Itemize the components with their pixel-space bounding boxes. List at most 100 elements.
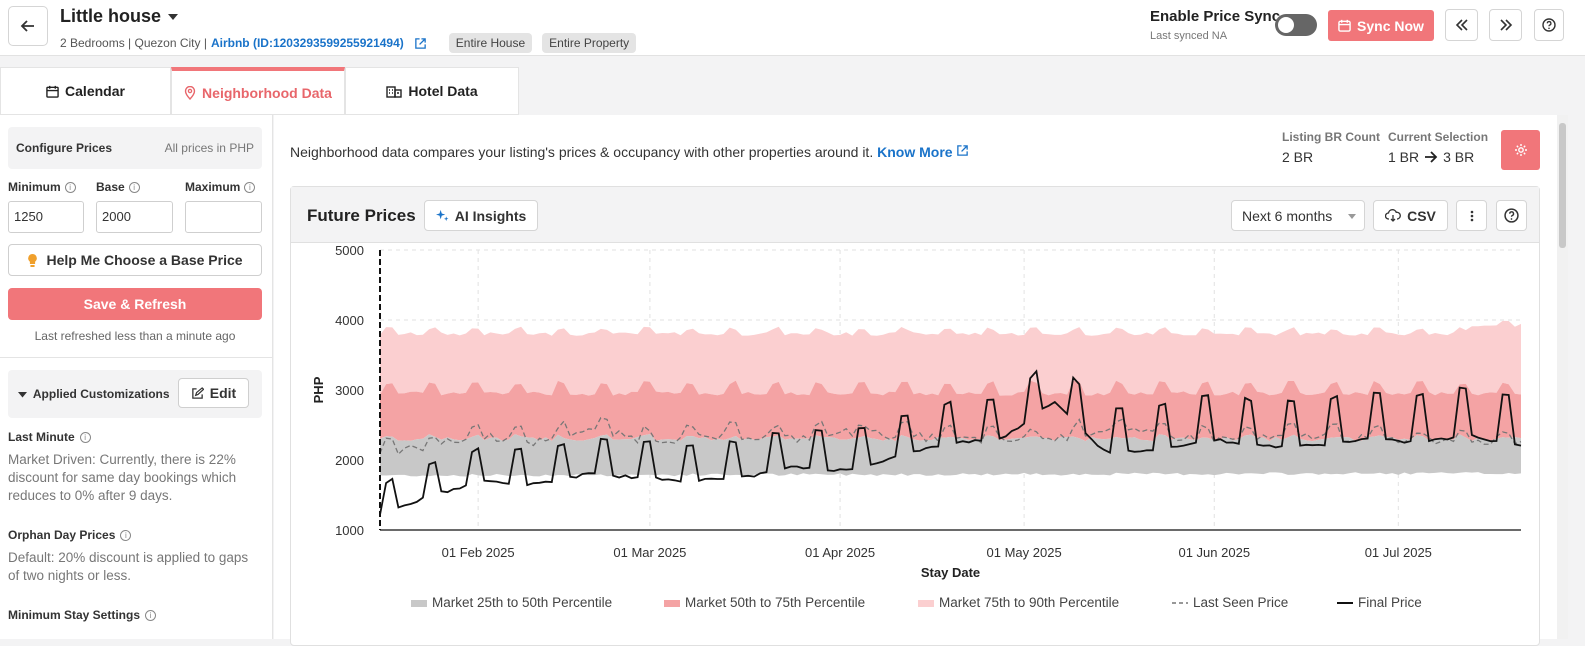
x-tick-label: 01 May 2025 [987,545,1062,560]
csv-download-button[interactable]: CSV [1373,200,1448,231]
tag-entire-house: Entire House [448,33,533,53]
save-refresh-button[interactable]: Save & Refresh [8,288,262,320]
date-range-select[interactable]: Next 6 months [1231,200,1365,231]
lightbulb-icon [28,253,38,267]
future-prices-panel: Future Prices AI Insights Next 6 months … [290,186,1540,646]
tab-hotel-data[interactable]: Hotel Data [345,67,519,115]
ai-insights-button[interactable]: AI Insights [424,200,538,231]
map-pin-icon [184,85,196,100]
help-choose-base-price-button[interactable]: Help Me Choose a Base Price [8,244,262,276]
chevrons-right-icon [1499,19,1512,31]
neighborhood-description: Neighborhood data compares your listing'… [290,144,969,160]
settings-button[interactable] [1501,130,1540,170]
sync-now-label: Sync Now [1357,17,1424,34]
property-selector[interactable]: Little house [60,6,179,27]
info-icon[interactable]: i [64,181,76,193]
tab-calendar[interactable]: Calendar [0,67,171,115]
base-label: Base i [96,180,140,194]
info-icon[interactable]: i [145,609,157,621]
maximum-label-text: Maximum [185,180,241,194]
applied-customizations-toggle[interactable]: Applied Customizations [18,387,170,401]
gear-icon [1514,144,1527,156]
back-button[interactable] [8,6,48,46]
orphan-day-text: Default: 20% discount is applied to gaps… [8,550,249,583]
tag-entire-property: Entire Property [542,33,637,53]
scrollbar-thumb[interactable] [1559,123,1566,248]
final-price-line [379,369,1522,515]
info-icon[interactable]: i [120,529,132,541]
x-tick-label: 01 Mar 2025 [613,545,686,560]
y-tick-label: 5000 [335,244,364,258]
sparkles-icon [435,209,449,222]
chart-help-button[interactable] [1496,200,1527,231]
info-icon[interactable]: i [244,181,256,193]
price-sync-label: Enable Price Sync [1150,8,1281,25]
panel-header: Future Prices AI Insights Next 6 months … [291,187,1539,243]
applied-customizations-title: Applied Customizations [32,387,170,401]
y-tick-label: 3000 [335,383,364,398]
base-label-text: Base [96,180,125,194]
edit-customizations-button[interactable]: Edit [178,378,249,408]
csv-label: CSV [1407,207,1436,224]
help-button[interactable] [1534,9,1564,41]
sync-now-button[interactable]: Sync Now [1328,10,1434,41]
x-axis-label: Stay Date [921,565,980,580]
more-vertical-icon [1470,210,1473,221]
minimum-price-input[interactable]: 1250 [8,201,84,233]
external-link-icon[interactable] [414,37,427,50]
base-price-input[interactable]: 2000 [96,201,173,233]
legend-50-75-swatch [664,600,680,607]
listing-br-value: 2 BR [1282,149,1314,165]
x-tick-label: 01 Apr 2025 [805,545,875,560]
chart-bands [380,320,1521,477]
legend-25-50-label: Market 25th to 50th Percentile [432,595,612,610]
last-synced-text: Last synced NA [1150,30,1228,42]
main-scrollbar[interactable] [1557,115,1568,639]
caret-down-icon [18,392,27,398]
next-property-button[interactable] [1489,9,1522,41]
listing-link[interactable]: Airbnb (ID:1203293599255921494) [210,36,404,50]
x-tick-label: 01 Jul 2025 [1365,545,1432,560]
maximum-label: Maximum i [185,180,256,194]
x-tick-label: 01 Jun 2025 [1178,545,1250,560]
band-75-90 [380,320,1521,396]
edit-label: Edit [209,385,237,401]
chevrons-left-icon [1455,19,1468,31]
minimum-label: Minimum i [8,180,76,194]
applied-customizations-header: Applied Customizations Edit [8,370,262,418]
property-title: Little house [60,6,162,26]
info-icon[interactable]: i [128,181,140,193]
orphan-day-title: Orphan Day Prices i [8,528,132,542]
chart-lines [379,369,1522,515]
external-link-icon[interactable] [956,144,969,157]
current-selection-label: Current Selection [1388,130,1489,144]
currency-note: All prices in PHP [164,141,254,155]
tab-neighborhood-label: Neighborhood Data [202,84,332,101]
caret-down-icon [168,13,179,20]
tab-neighborhood-data[interactable]: Neighborhood Data [171,67,345,115]
description-text: Neighborhood data compares your listing'… [290,144,874,160]
previous-property-button[interactable] [1445,9,1478,41]
more-options-button[interactable] [1456,200,1487,231]
y-tick-label: 4000 [335,313,364,328]
calendar-sync-icon [1338,19,1351,32]
tab-calendar-label: Calendar [65,83,125,99]
question-circle-icon [1542,18,1556,32]
property-details: 2 Bedrooms | Quezon City | Airbnb (ID:12… [60,33,637,53]
legend-last-seen-label: Last Seen Price [1193,595,1288,610]
min-stay-title-text: Minimum Stay Settings [8,608,141,622]
last-minute-text: Market Driven: Currently, there is 22% d… [8,452,237,503]
price-sync-toggle[interactable] [1275,14,1317,36]
arrow-right-icon [1425,151,1438,163]
orphan-day-title-text: Orphan Day Prices [8,528,116,542]
last-refreshed-text: Last refreshed less than a minute ago [34,329,236,343]
listing-br-count: Listing BR Count 2 BR [1282,130,1380,165]
info-icon[interactable]: i [79,431,91,443]
know-more-link[interactable]: Know More [877,144,953,160]
help-choose-label: Help Me Choose a Base Price [46,252,243,268]
tab-bar: Calendar Neighborhood Data Hotel Data [0,67,519,115]
cloud-download-icon [1385,209,1401,222]
maximum-price-input[interactable] [185,201,262,233]
x-tick-label: 01 Feb 2025 [442,545,515,560]
selection-from: 1 BR [1388,149,1420,165]
